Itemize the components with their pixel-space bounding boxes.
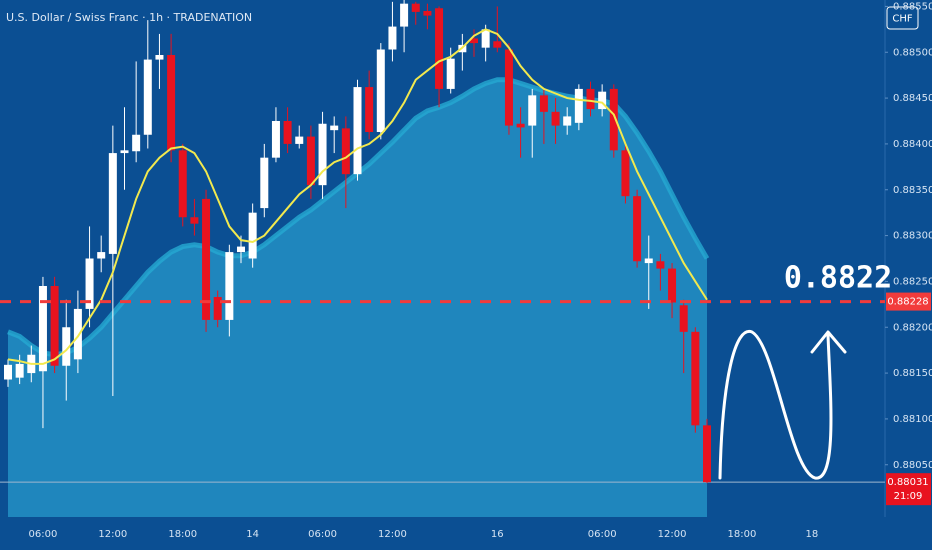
candle-body (388, 26, 397, 50)
candle-body (633, 196, 642, 262)
candle-body (38, 286, 47, 372)
candle-body (85, 258, 94, 309)
candle-body (120, 150, 129, 154)
last-price-box (886, 473, 931, 506)
last-price-label: 0.88031 (887, 477, 928, 488)
candle-body (598, 91, 607, 110)
hand-drawn-arrow (718, 329, 847, 480)
candle-body (15, 363, 24, 378)
candle-body (237, 246, 245, 253)
candle-body (574, 88, 583, 123)
candle-body (318, 123, 327, 186)
y-tick-label: 0.88500 (893, 47, 932, 58)
slow-ma-area (8, 79, 707, 517)
candle-body (178, 150, 187, 218)
candle-body (563, 116, 572, 126)
x-tick-label: 12:00 (658, 529, 687, 540)
candle-body (539, 95, 548, 112)
candle-body (283, 121, 292, 144)
y-tick-label: 0.88400 (893, 139, 932, 150)
candle-body (470, 38, 478, 44)
candle-body (306, 136, 315, 186)
candle-body (155, 55, 164, 60)
candle-body (202, 198, 211, 320)
x-tick-label: 18:00 (168, 529, 197, 540)
x-tick-label: 06:00 (308, 529, 337, 540)
y-tick-label: 0.88300 (893, 231, 932, 242)
candle-body (132, 134, 141, 152)
x-tick-label: 14 (246, 529, 259, 540)
candle-body (143, 59, 152, 135)
x-tick-label: 12:00 (378, 529, 407, 540)
y-tick-label: 0.88550 (893, 1, 932, 12)
level-price-box (886, 292, 931, 311)
candle-body (50, 286, 59, 366)
candle-body (668, 268, 677, 303)
candle-body (656, 261, 665, 269)
level-price-label: 0.88228 (887, 297, 928, 308)
fast-ma-line (7, 28, 708, 365)
candle-body (609, 88, 618, 151)
candle-body (528, 95, 537, 126)
y-tick-label: 0.88050 (893, 460, 932, 471)
candle-body (108, 153, 117, 254)
x-tick-label: 12:00 (98, 529, 127, 540)
candle-body (435, 8, 444, 89)
annotation: 0.8822 (784, 260, 892, 295)
candle-body (679, 305, 688, 332)
candle-body (400, 3, 409, 27)
candle-body (691, 331, 700, 426)
x-tick-label: 18 (805, 529, 818, 540)
candle-body (411, 3, 420, 12)
candle-body (423, 11, 432, 16)
x-tick-label: 06:00 (29, 529, 58, 540)
candle-body (481, 29, 490, 48)
candle-body (190, 217, 199, 224)
y-tick-label: 0.88250 (893, 276, 932, 287)
candle-body (167, 55, 176, 151)
y-tick-label: 0.88450 (893, 93, 932, 104)
candle-body (446, 58, 455, 89)
currency-label[interactable]: CHF (892, 14, 913, 25)
candle-body (271, 121, 280, 158)
x-tick-label: 18:00 (728, 529, 757, 540)
candle-body (62, 327, 71, 366)
candle-body (365, 87, 374, 132)
y-tick-label: 0.88100 (893, 414, 932, 425)
y-tick-label: 0.88200 (893, 322, 932, 333)
candle-body (586, 88, 595, 110)
candle-body (703, 425, 711, 483)
candle-body (97, 252, 106, 259)
candle-body (516, 123, 525, 128)
currency-button[interactable] (886, 6, 919, 30)
candle-body (260, 157, 269, 209)
candle-body (376, 49, 385, 132)
candle-body (4, 364, 12, 380)
countdown-label: 21:09 (894, 491, 923, 502)
candle-body (621, 150, 630, 197)
y-tick-label: 0.88350 (893, 185, 932, 196)
candle-body (330, 125, 339, 131)
candle-body (213, 297, 222, 320)
candle-body (493, 41, 502, 48)
candle-body (644, 258, 653, 264)
chart-title: U.S. Dollar / Swiss Franc · 1h · TRADENA… (6, 11, 252, 24)
candle-body (248, 212, 257, 259)
candle-body (551, 111, 560, 126)
candle-body (73, 308, 82, 360)
x-tick-label: 16 (491, 529, 504, 540)
candle-body (353, 87, 362, 175)
y-tick-label: 0.88150 (893, 368, 932, 379)
candle-body (225, 252, 234, 320)
candle-body (504, 49, 513, 126)
candle-body (295, 136, 304, 144)
candle-body (341, 128, 350, 175)
x-tick-label: 06:00 (588, 529, 617, 540)
